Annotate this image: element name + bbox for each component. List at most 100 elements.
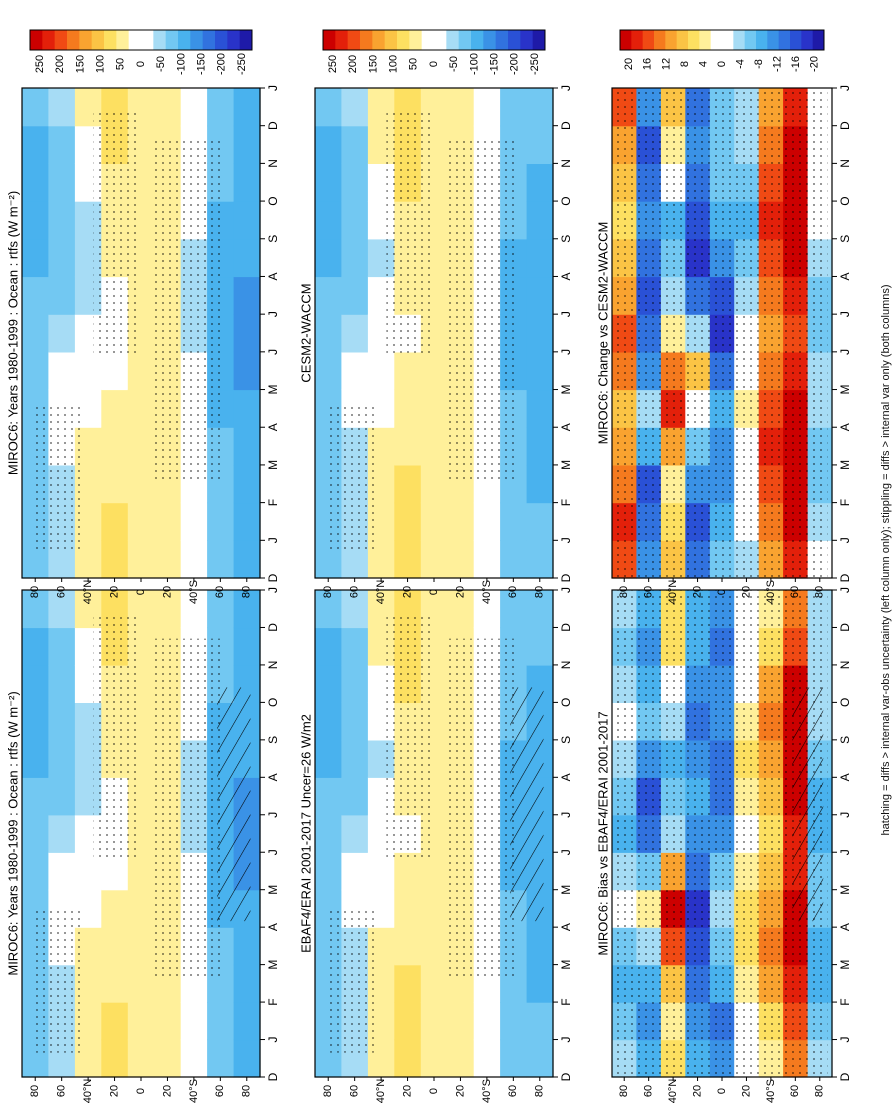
heat-cell: [315, 702, 342, 741]
colorbar-swatch: [409, 30, 423, 50]
heat-cell: [341, 314, 369, 353]
colorbar-swatch: [710, 30, 723, 50]
heat-cell: [207, 590, 235, 629]
lat-label: 40°N: [375, 1079, 387, 1104]
month-label: J: [559, 812, 573, 818]
colorbar-label: 4: [697, 61, 709, 67]
colorbar-swatch: [699, 30, 712, 50]
month-label: N: [266, 661, 280, 670]
heat-cell: [500, 540, 528, 579]
heat-cell: [394, 540, 422, 579]
heat-cell: [233, 627, 261, 666]
month-label: J: [838, 812, 852, 818]
colorbar-label: -150: [195, 53, 207, 75]
heat-cell: [22, 351, 49, 391]
month-label: J: [838, 349, 852, 355]
heat-cell: [315, 314, 342, 353]
heat-cell: [207, 88, 235, 127]
lat-label: 20: [161, 1085, 173, 1097]
heat-cell: [48, 238, 76, 278]
month-label: S: [266, 736, 280, 744]
stipple-overlay: [93, 614, 141, 858]
heat-cell: [22, 314, 49, 353]
month-label: A: [266, 773, 280, 781]
heat-cell: [154, 1002, 182, 1041]
colorbar-swatch: [91, 30, 105, 50]
colorbar-swatch: [335, 30, 349, 50]
heat-cell: [341, 238, 369, 278]
colorbar-swatch: [165, 30, 179, 50]
stipple-overlay: [152, 137, 225, 480]
lat-label: 20: [108, 1085, 120, 1097]
month-label: J: [266, 311, 280, 317]
stipple-overlay: [386, 614, 434, 858]
heat-cell: [341, 163, 369, 202]
heat-cell: [341, 852, 369, 891]
heat-cell: [500, 590, 528, 629]
lat-label: 60: [214, 586, 226, 598]
colorbar-label: 8: [679, 61, 691, 67]
month-label: F: [838, 499, 852, 506]
heat-cell: [394, 927, 422, 966]
heat-cell: [233, 540, 261, 579]
heat-cell: [101, 389, 129, 428]
heat-cell: [233, 964, 261, 1003]
month-label: J: [559, 349, 573, 355]
colorbar-swatch: [520, 30, 534, 50]
colorbar-swatch: [128, 30, 142, 50]
heat-cell: [48, 125, 76, 164]
stipple-overlay: [33, 406, 82, 554]
month-label: A: [559, 923, 573, 931]
heat-cell: [48, 739, 76, 778]
heat-cell: [473, 1002, 501, 1041]
heat-cell: [101, 927, 129, 966]
colorbar-frame: [322, 29, 546, 51]
panel-title: MIROC6: Years 1980-1999 : Ocean : rtfs (…: [5, 691, 20, 975]
month-label: J: [266, 349, 280, 355]
heat-cell: [341, 590, 369, 629]
month-label: J: [559, 85, 573, 91]
stipple-overlay: [326, 906, 375, 1053]
lat-label: 0: [135, 589, 147, 595]
heat-cell: [394, 389, 422, 428]
month-label: N: [838, 661, 852, 670]
month-label: F: [266, 499, 280, 506]
month-label: M: [838, 960, 852, 970]
colorbar-label: 50: [408, 58, 420, 70]
month-label: D: [266, 1072, 280, 1081]
colorbar-swatch: [116, 30, 130, 50]
panel-title: MIROC6: Years 1980-1999 : Ocean : rtfs (…: [5, 191, 20, 475]
month-label: N: [559, 159, 573, 168]
heat-cell: [233, 276, 261, 315]
lat-label: 80: [241, 1085, 253, 1097]
colorbar-swatch: [202, 30, 216, 50]
lat-label: 80: [534, 586, 546, 598]
heat-cell: [394, 427, 422, 466]
colorbar-frame: [619, 29, 825, 51]
month-label: A: [266, 272, 280, 280]
colorbar-swatch: [434, 30, 447, 50]
heat-cell: [315, 590, 342, 629]
lat-label: 60: [789, 586, 801, 598]
heat-cell: [48, 163, 76, 202]
heat-cell: [101, 464, 129, 504]
heat-cell: [127, 502, 155, 541]
heat-cell: [101, 540, 129, 579]
heat-cell: [127, 389, 155, 428]
stipple-overlay: [93, 112, 141, 358]
heat-cell: [233, 1002, 261, 1041]
month-label: J: [559, 1037, 573, 1043]
month-label: S: [838, 235, 852, 243]
lat-label: 40°S: [765, 580, 777, 604]
heat-cell: [207, 540, 235, 579]
colorbar-swatch: [104, 30, 117, 50]
panel-title: MIROC6: Change vs CESM2-WACCM: [595, 222, 610, 445]
lat-label: 60: [507, 586, 519, 598]
heat-cell: [500, 88, 528, 127]
colorbar-label: -50: [155, 56, 167, 72]
heat-cell: [500, 1002, 528, 1041]
heat-cell: [315, 88, 342, 127]
colorbar-swatch: [778, 30, 791, 50]
